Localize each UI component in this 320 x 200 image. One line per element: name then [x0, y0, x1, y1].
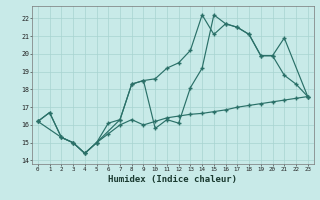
X-axis label: Humidex (Indice chaleur): Humidex (Indice chaleur) — [108, 175, 237, 184]
